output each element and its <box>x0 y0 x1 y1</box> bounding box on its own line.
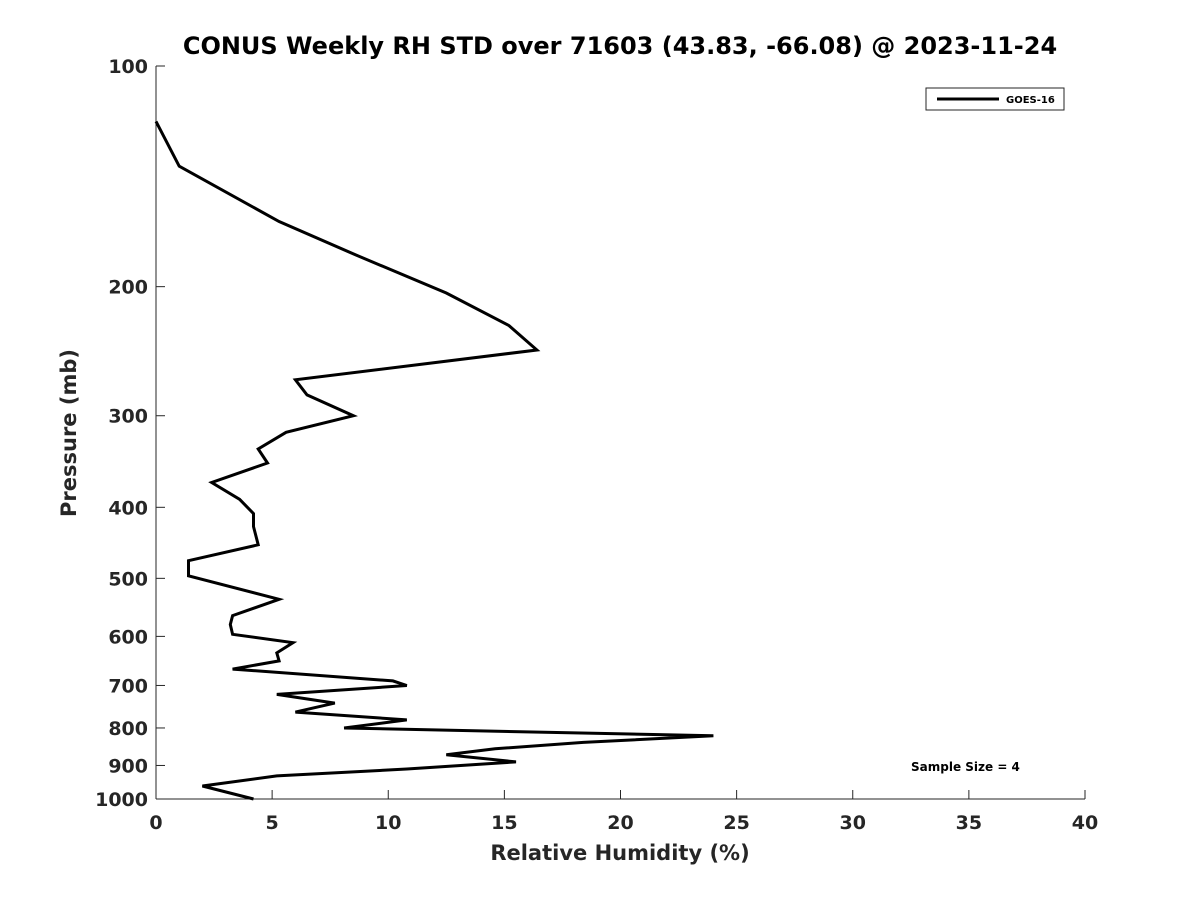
x-tick-label: 35 <box>956 812 982 834</box>
y-axis-ticks: 100 200 300 400 500 600 700 800 900 1000 <box>95 56 165 811</box>
legend-label-goes-16: GOES-16 <box>1006 95 1055 106</box>
x-axis-ticks: 0 5 10 15 20 25 30 35 40 <box>149 790 1098 834</box>
x-tick-label: 40 <box>1072 812 1098 834</box>
y-tick-label: 100 <box>108 56 148 78</box>
x-tick-label: 25 <box>723 812 749 834</box>
x-tick-label: 5 <box>266 812 279 834</box>
x-tick-label: 15 <box>491 812 517 834</box>
y-tick-label: 300 <box>108 406 148 428</box>
y-tick-label: 700 <box>108 675 148 697</box>
y-tick-label: 200 <box>108 277 148 299</box>
series-line-goes-16 <box>154 120 714 801</box>
y-tick-label: 500 <box>108 568 148 590</box>
x-tick-label: 0 <box>149 812 162 834</box>
y-tick-label: 600 <box>108 626 148 648</box>
y-axis-label: Pressure (mb) <box>57 349 81 517</box>
y-tick-label: 400 <box>108 497 148 519</box>
y-tick-label: 1000 <box>95 789 148 811</box>
legend: GOES-16 <box>925 87 1065 111</box>
x-tick-label: 30 <box>840 812 866 834</box>
x-tick-label: 10 <box>375 812 401 834</box>
y-tick-label: 800 <box>108 718 148 740</box>
chart-title: CONUS Weekly RH STD over 71603 (43.83, -… <box>183 32 1057 60</box>
y-tick-label: 900 <box>108 755 148 777</box>
x-axis-label: Relative Humidity (%) <box>490 841 749 865</box>
x-tick-label: 20 <box>607 812 633 834</box>
sample-size-annotation: Sample Size = 4 <box>911 760 1020 774</box>
